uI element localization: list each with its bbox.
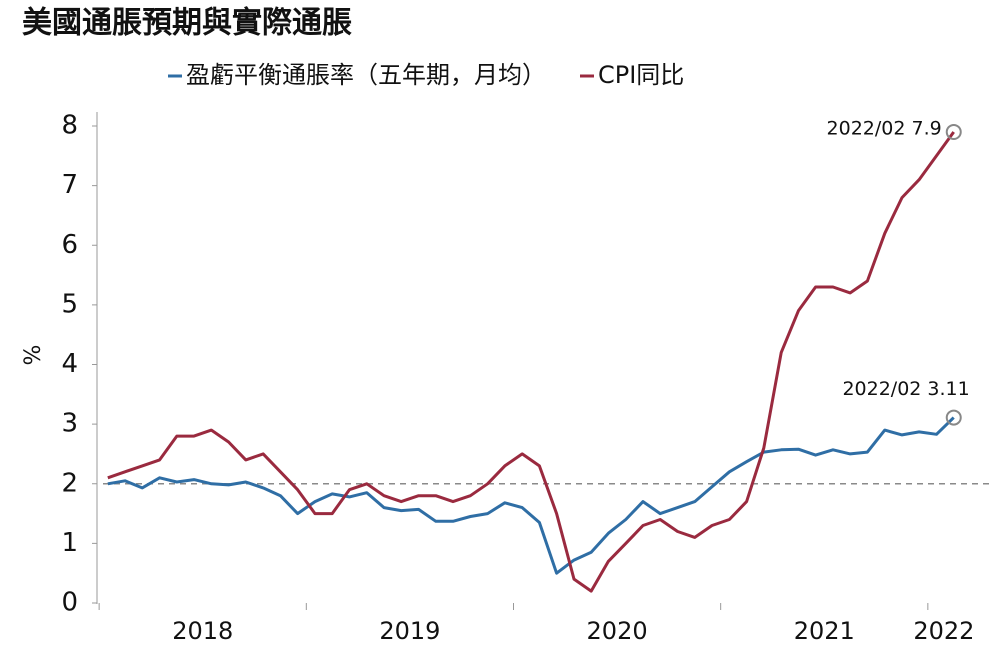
annotation: 2022/02 7.9	[827, 117, 942, 139]
y-tick-label: 5	[61, 289, 78, 319]
y-tick-label: 0	[61, 588, 78, 618]
chart-title: 美國通脹預期與實際通脹	[22, 6, 352, 41]
x-tick-label: 2018	[172, 617, 233, 645]
x-tick-label: 2020	[587, 617, 648, 645]
y-tick-label: 8	[61, 111, 78, 141]
y-tick-label: 2	[61, 468, 78, 498]
end-marker	[945, 123, 962, 140]
x-tick-label: 2022	[913, 617, 974, 645]
legend-label: 盈虧平衡通脹率（五年期，月均）	[186, 61, 546, 89]
y-tick-label: 6	[61, 230, 78, 260]
series-line	[107, 416, 955, 575]
series-line	[107, 131, 955, 593]
end-marker	[945, 409, 962, 426]
annotation: 2022/02 3.11	[842, 378, 969, 400]
x-tick-label: 2019	[379, 617, 440, 645]
legend-label: CPI同比	[598, 61, 684, 89]
y-axis-label: %	[21, 345, 46, 366]
x-tick-label: 2021	[794, 617, 855, 645]
y-tick-label: 4	[61, 349, 78, 379]
y-tick-label: 3	[61, 409, 78, 439]
y-tick-label: 1	[61, 528, 78, 558]
y-tick-label: 7	[61, 170, 78, 200]
